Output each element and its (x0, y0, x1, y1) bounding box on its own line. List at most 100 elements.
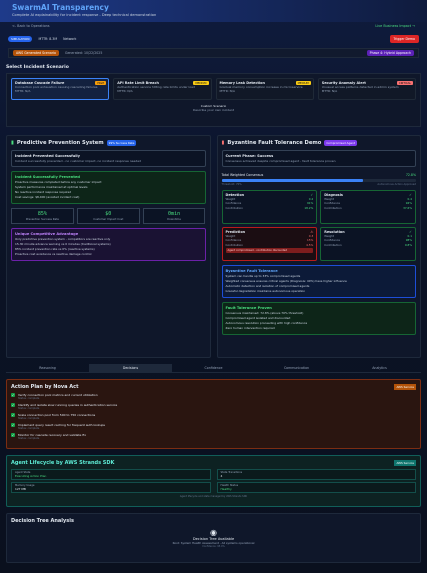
check-icon: ✓ (11, 403, 15, 407)
agent-confidence-label: Confidence (225, 201, 242, 206)
list-item: System performance maintained at optimal… (15, 185, 88, 189)
tab-reasoning[interactable]: Reasoning (6, 364, 89, 373)
mttr-text: MTTR: 8.3M (38, 37, 58, 41)
list-item: 15-30 minute advance warning vs 0 minute… (15, 242, 111, 246)
phase-title: Current Phase: Success (225, 154, 274, 158)
agent-confidence-value: 98% (405, 238, 412, 243)
agent-weight-label: Weight (324, 197, 334, 201)
step-text: Verify connection pool metrics and curre… (18, 393, 98, 397)
action-step: ✓ Implement query result caching for freq… (11, 423, 416, 430)
agent-confidence-value: 94% (405, 201, 412, 206)
agent-weight-row: Weight 0.1 (324, 234, 412, 238)
step-status: Status: complete (18, 437, 40, 440)
scenario-mttr: MTTR: N/A (15, 89, 31, 93)
agent-confidence-label: Confidence (225, 238, 242, 243)
scenario-card[interactable]: API Rate Limit Breach Authentication serv… (113, 78, 212, 100)
tab-analytics[interactable]: Analytics (338, 364, 421, 373)
scenario-source-bar: AWS Generated Scenario Generated: 10/22/… (8, 48, 419, 58)
agent-weight-row: Weight 0.2 (226, 197, 314, 201)
stat-value: $0 (105, 211, 112, 217)
aws-scenario-badge: AWS Generated Scenario (13, 50, 59, 56)
action-plan-title: Action Plan by Nova Act (11, 384, 79, 390)
agent-name: Detection ✓ (226, 193, 314, 197)
tab-communication[interactable]: Communication (255, 364, 338, 373)
shield-icon: ▮ (221, 140, 225, 146)
lifecycle-footer: Agent lifecycle and state managed by AWS… (179, 495, 248, 498)
step-body: Monitor for cascade recovery and validat… (18, 433, 86, 440)
warning-icon: ⚠ (310, 230, 314, 234)
tree-confidence: Confidence: 95.4% (202, 545, 225, 548)
tab-decisions[interactable]: Decisions (89, 364, 172, 373)
agent-confidence-row: Confidence 94% (324, 201, 412, 205)
prevention-stats: 85% Prevention Success Rate $0 Customer Imp… (11, 208, 206, 224)
prevented-list: Proactive measures completed before any … (15, 180, 202, 200)
list-item: Proactive cost avoidance vs reactive dam… (15, 252, 92, 256)
agent-grid: Detection ✓ Weight 0.2 Confidence 91% Contribu… (221, 190, 416, 261)
agent-card: Prediction ⚠ Weight 0.3 Confidence 15% Contrib… (221, 227, 318, 261)
list-item: Zero human intervention required (225, 326, 275, 330)
scenario-grid: Database Cascade Failure Connection pool … (11, 78, 416, 100)
scenario-name: Memory Leak Detection (219, 81, 265, 85)
scenario-mttr: MTTR: N/A (321, 89, 338, 93)
tree-available: Decision Tree Available (192, 537, 235, 541)
scenario-card[interactable]: Memory Leak Detection Gradual memory cons… (215, 78, 314, 100)
bft-list: System can handle up to 33% compromised … (226, 274, 413, 294)
shield-icon: ▮ (11, 140, 14, 146)
page-title: SwarmAI Transparency (12, 3, 109, 12)
decision-tree: Decision Tree Analysis ◉ Decision Tree A… (6, 513, 421, 563)
step-status: Status: complete (18, 417, 40, 420)
scenario-card[interactable]: Database Cascade Failure Connection pool … (11, 78, 110, 100)
agent-name-text: Prediction (225, 230, 246, 234)
agent-contribution-row: Contribution 37.6% (324, 206, 412, 210)
agent-weight-label: Weight (324, 234, 334, 238)
step-body: Identify and isolate slow running querie… (18, 403, 117, 410)
tree-icon: ◉ (210, 528, 217, 537)
agent-confidence-label: Confidence (324, 201, 340, 206)
action-plan-header: Action Plan by Nova Act AWS Service (11, 384, 416, 390)
custom-scenario-button[interactable]: Custom Scenario Describe your own incide… (11, 104, 416, 112)
agent-contribution-value: 4.5% (306, 242, 314, 247)
step-body: Verify connection pool metrics and curre… (18, 393, 98, 400)
consensus-meta: Threshold: 70% Autonomous Action Approve… (222, 183, 417, 186)
agent-contribution-row: Contribution 18.2% (226, 206, 314, 210)
agent-weight-row: Weight 0.3 (226, 234, 314, 238)
cell-label: Memory Usage (15, 484, 35, 487)
step-status: Status: complete (18, 407, 40, 410)
agent-lifecycle: Agent Lifecycle by AWS Strands SDK AWS S… (6, 455, 421, 507)
list-item: No reactive incident response required (15, 190, 72, 194)
cell-value: Healthy (220, 487, 232, 491)
consensus-fill (221, 179, 364, 182)
back-link[interactable]: <- Back to Operations (12, 24, 50, 28)
tab-confidence[interactable]: Confidence (172, 364, 255, 373)
demo-panels: ▮ Predictive Prevention System 99% Succe… (6, 135, 421, 358)
cell-label: Health Status (220, 484, 239, 487)
agent-confidence-value: 15% (307, 238, 314, 243)
agent-contribution-label: Contribution (324, 205, 342, 210)
agent-card: Detection ✓ Weight 0.2 Confidence 91% Contribu… (221, 190, 318, 224)
lifecycle-grid: Agent State Executing Action Plan State Tr… (11, 469, 416, 493)
agent-contribution-row: Contribution 4.5% (226, 243, 314, 247)
agent-name-text: Diagnosis (324, 193, 343, 197)
list-item: Proactive measures completed before any … (15, 180, 102, 184)
scenario-mttr: MTTR: N/A (117, 89, 133, 93)
threshold-text: Threshold: 70% (221, 183, 242, 186)
scenario-section-title: Select Incident Scenario (6, 65, 69, 70)
agent-contribution-value: 9.8% (404, 242, 412, 247)
compromised-badge: Compromised Agent (324, 140, 357, 146)
cell-label: State Transitions (220, 471, 243, 474)
severity-badge: CRITICAL (396, 81, 413, 85)
phase-text: Consensus achieved despite compromised a… (225, 159, 336, 163)
status-bar: SIMULATION MTTR: 8.3M Network Trigger De… (8, 34, 419, 44)
live-impact-link[interactable]: Live Business Impact → (375, 24, 415, 28)
agent-card: Resolution ✓ Weight 0.1 Confidence 98% Contrib… (320, 227, 416, 261)
stat-card: 85% Prevention Success Rate (11, 208, 74, 224)
scenario-card[interactable]: Security Anomaly Alert Unusual access pat… (317, 78, 416, 100)
list-item: Graceful degradation maintains autonomou… (225, 289, 306, 293)
analysis-tabs: Reasoning Decisions Confidence Communicatio… (6, 364, 421, 373)
fault-tolerance-list: Consensus maintained: 72.8% (above 70% t… (226, 311, 413, 331)
step-text: Monitor for cascade recovery and validat… (18, 433, 87, 437)
trigger-demo-button[interactable]: Trigger Demo (389, 35, 419, 43)
scenario-desc: Gradual memory consumption increase in m… (219, 85, 303, 89)
advantage-list: Only predictive prevention system - comp… (15, 237, 202, 257)
stat-value: 85% (37, 211, 47, 217)
